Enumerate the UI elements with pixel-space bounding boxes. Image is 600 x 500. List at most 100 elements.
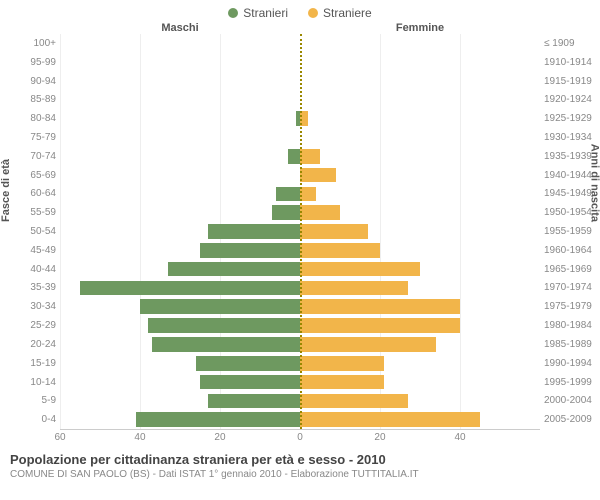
year-label: 1910-1914 [544,57,600,68]
half-female [300,373,540,392]
age-label: 0-4 [18,414,56,425]
half-male [60,260,300,279]
half-male [60,335,300,354]
year-label: ≤ 1909 [544,38,600,49]
year-label: 2000-2004 [544,395,600,406]
half-female [300,128,540,147]
half-male [60,147,300,166]
age-label: 25-29 [18,320,56,331]
year-label: 1940-1944 [544,170,600,181]
half-female [300,53,540,72]
half-male [60,185,300,204]
x-tick: 20 [214,432,225,443]
half-female [300,34,540,53]
year-label: 1950-1954 [544,207,600,218]
age-label: 80-84 [18,113,56,124]
year-label: 1935-1939 [544,151,600,162]
bar-female [300,394,408,409]
half-female [300,203,540,222]
age-label: 75-79 [18,132,56,143]
year-label: 2005-2009 [544,414,600,425]
age-label: 45-49 [18,245,56,256]
bar-male [152,337,300,352]
half-female [300,72,540,91]
legend-dot-female [308,8,318,18]
year-label: 1975-1979 [544,301,600,312]
half-male [60,297,300,316]
half-male [60,316,300,335]
header-male: Maschi [60,22,300,34]
chart-title: Popolazione per cittadinanza straniera p… [10,452,590,467]
half-male [60,241,300,260]
x-tick: 60 [54,432,65,443]
year-label: 1990-1994 [544,358,600,369]
age-label: 85-89 [18,94,56,105]
bar-female [300,262,420,277]
x-tick: 40 [454,432,465,443]
chart-subtitle: COMUNE DI SAN PAOLO (BS) - Dati ISTAT 1°… [10,469,590,480]
year-label: 1995-1999 [544,377,600,388]
half-female [300,109,540,128]
bar-male [148,318,300,333]
age-label: 40-44 [18,264,56,275]
legend-item-female: Straniere [308,6,372,20]
year-label: 1925-1929 [544,113,600,124]
bar-female [300,281,408,296]
bar-male [272,205,300,220]
half-male [60,222,300,241]
bar-male [168,262,300,277]
year-label: 1980-1984 [544,320,600,331]
half-female [300,222,540,241]
bar-male [208,394,300,409]
year-label: 1955-1959 [544,226,600,237]
bar-female [300,205,340,220]
year-label: 1945-1949 [544,188,600,199]
half-male [60,109,300,128]
half-female [300,241,540,260]
x-tick: 40 [134,432,145,443]
year-label: 1960-1964 [544,245,600,256]
age-label: 65-69 [18,170,56,181]
half-female [300,166,540,185]
half-female [300,147,540,166]
age-label: 20-24 [18,339,56,350]
year-label: 1970-1974 [544,282,600,293]
x-tick: 20 [374,432,385,443]
half-male [60,53,300,72]
half-male [60,90,300,109]
half-female [300,90,540,109]
bar-male [80,281,300,296]
bar-female [300,168,336,183]
age-label: 5-9 [18,395,56,406]
plot: 100+≤ 190995-991910-191490-941915-191985… [60,34,540,430]
bar-male [208,224,300,239]
year-label: 1985-1989 [544,339,600,350]
bar-male [276,187,300,202]
year-label: 1965-1969 [544,264,600,275]
half-male [60,354,300,373]
age-label: 30-34 [18,301,56,312]
half-female [300,297,540,316]
year-label: 1915-1919 [544,76,600,87]
bar-female [300,356,384,371]
bar-female [300,149,320,164]
bar-female [300,299,460,314]
bar-female [300,187,316,202]
half-male [60,391,300,410]
bar-male [200,375,300,390]
age-label: 60-64 [18,188,56,199]
bar-male [196,356,300,371]
bar-female [300,375,384,390]
centerline [300,34,302,429]
y-axis-label-left: Fasce di età [0,159,12,222]
half-male [60,128,300,147]
half-female [300,279,540,298]
half-female [300,391,540,410]
legend-label-female: Straniere [323,6,372,20]
half-male [60,34,300,53]
bar-male [288,149,300,164]
bar-male [200,243,300,258]
footer: Popolazione per cittadinanza straniera p… [0,446,600,480]
bar-female [300,318,460,333]
half-male [60,72,300,91]
